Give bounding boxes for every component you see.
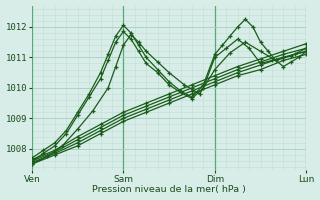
X-axis label: Pression niveau de la mer( hPa ): Pression niveau de la mer( hPa ) bbox=[92, 185, 246, 194]
